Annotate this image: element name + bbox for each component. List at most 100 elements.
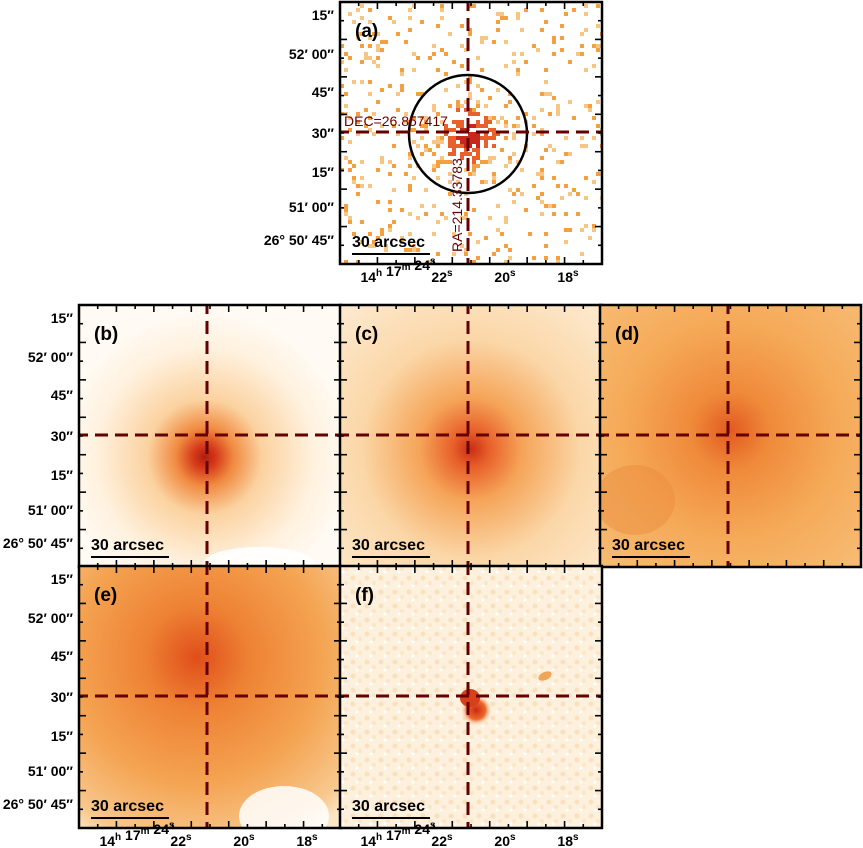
count-pixel [376, 44, 380, 48]
count-pixel [432, 232, 436, 236]
count-pixel [460, 120, 464, 124]
count-pixel [380, 88, 384, 92]
count-pixel [496, 132, 500, 136]
count-pixel [376, 100, 380, 104]
count-pixel [420, 20, 424, 24]
count-pixel [460, 128, 464, 132]
count-pixel [596, 48, 600, 52]
count-pixel [472, 136, 476, 140]
count-pixel [472, 208, 476, 212]
count-pixel [344, 104, 348, 108]
count-pixel [504, 120, 508, 124]
count-pixel [516, 12, 520, 16]
ra-tick-label: 22s [170, 832, 192, 848]
panel-label: (e) [94, 585, 117, 606]
count-pixel [488, 128, 492, 132]
count-pixel [468, 172, 472, 176]
count-pixel [592, 116, 596, 120]
dec-tick-label: 26° 50′ 45″ [3, 796, 73, 812]
dec-tick-label: 52′ 00″ [289, 46, 334, 62]
count-pixel [456, 144, 460, 148]
count-pixel [532, 124, 536, 128]
count-pixel [540, 212, 544, 216]
count-pixel [352, 80, 356, 84]
count-pixel [420, 124, 424, 128]
count-pixel [400, 84, 404, 88]
count-pixel [580, 32, 584, 36]
count-pixel [476, 240, 480, 244]
count-pixel [564, 12, 568, 16]
count-pixel [432, 140, 436, 144]
count-pixel [340, 136, 344, 140]
count-pixel [356, 192, 360, 196]
count-pixel [444, 216, 448, 220]
count-pixel [360, 240, 364, 244]
count-pixel [448, 104, 452, 108]
count-pixel [580, 136, 584, 140]
count-pixel [416, 248, 420, 252]
count-pixel [536, 48, 540, 52]
count-pixel [540, 128, 544, 132]
count-pixel [560, 24, 564, 28]
count-pixel [476, 136, 480, 140]
count-pixel [488, 216, 492, 220]
count-pixel [496, 28, 500, 32]
count-pixel [416, 92, 420, 96]
count-pixel [508, 156, 512, 160]
count-pixel [544, 92, 548, 96]
count-pixel [476, 120, 480, 124]
count-pixel [432, 204, 436, 208]
count-pixel [400, 88, 404, 92]
count-pixel [460, 44, 464, 48]
count-pixel [436, 24, 440, 28]
count-pixel [436, 220, 440, 224]
panel-label: (d) [615, 324, 639, 345]
count-pixel [492, 180, 496, 184]
count-pixel [540, 200, 544, 204]
count-pixel [440, 120, 444, 124]
count-pixel [504, 164, 508, 168]
count-pixel [412, 116, 416, 120]
count-pixel [456, 104, 460, 108]
residual-knot [538, 671, 552, 681]
count-pixel [440, 4, 444, 8]
count-pixel [564, 228, 568, 232]
count-pixel [472, 172, 476, 176]
count-pixel [440, 8, 444, 12]
count-pixel [368, 56, 372, 60]
count-pixel [512, 152, 516, 156]
count-pixel [552, 36, 556, 40]
count-pixel [408, 212, 412, 216]
count-pixel [440, 48, 444, 52]
count-pixel [556, 112, 560, 116]
count-pixel [388, 160, 392, 164]
count-pixel [388, 228, 392, 232]
count-pixel [572, 8, 576, 12]
count-pixel [596, 4, 600, 8]
dec-tick-label: 30″ [51, 428, 74, 444]
count-pixel [376, 200, 380, 204]
count-pixel [548, 112, 552, 116]
count-pixel [532, 184, 536, 188]
count-pixel [368, 8, 372, 12]
count-pixel [424, 116, 428, 120]
count-pixel [416, 56, 420, 60]
count-pixel [584, 196, 588, 200]
count-pixel [424, 120, 428, 124]
count-pixel [460, 140, 464, 144]
dec-tick-label: 30″ [312, 125, 335, 141]
count-pixel [348, 116, 352, 120]
count-pixel [380, 48, 384, 52]
count-pixel [392, 164, 396, 168]
panel-label: (b) [94, 324, 118, 345]
count-pixel [348, 128, 352, 132]
count-pixel [460, 124, 464, 128]
count-pixel [348, 160, 352, 164]
count-pixel [540, 92, 544, 96]
count-pixel [348, 220, 352, 224]
count-pixel [504, 260, 508, 264]
count-pixel [468, 96, 472, 100]
count-pixel [380, 40, 384, 44]
count-pixel [448, 172, 452, 176]
count-pixel [476, 140, 480, 144]
